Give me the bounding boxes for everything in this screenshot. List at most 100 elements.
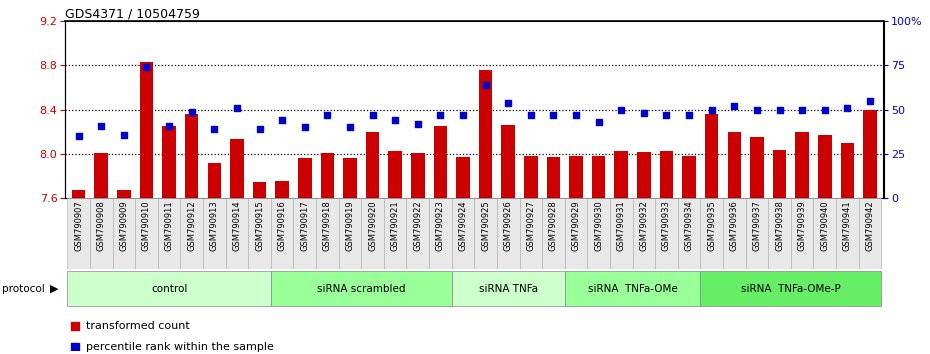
Bar: [795, 132, 809, 198]
FancyBboxPatch shape: [474, 198, 497, 269]
Bar: [751, 137, 764, 198]
Bar: [818, 135, 831, 198]
FancyBboxPatch shape: [497, 198, 520, 269]
Point: [568, 112, 583, 118]
Text: GSM790927: GSM790927: [526, 200, 536, 251]
FancyBboxPatch shape: [678, 198, 700, 269]
Text: GSM790910: GSM790910: [142, 200, 151, 251]
Bar: [637, 152, 651, 198]
Point: [546, 112, 561, 118]
FancyBboxPatch shape: [158, 198, 180, 269]
Point: [230, 105, 245, 111]
Bar: [457, 157, 470, 198]
FancyBboxPatch shape: [790, 198, 814, 269]
Text: siRNA  TNFa-OMe-P: siRNA TNFa-OMe-P: [741, 284, 841, 293]
Text: GSM790930: GSM790930: [594, 200, 604, 251]
FancyBboxPatch shape: [542, 198, 565, 269]
Text: protocol: protocol: [2, 284, 45, 293]
Text: GSM790920: GSM790920: [368, 200, 377, 251]
Text: GSM790941: GSM790941: [843, 200, 852, 251]
Point: [116, 132, 131, 137]
FancyBboxPatch shape: [814, 198, 836, 269]
FancyBboxPatch shape: [565, 198, 588, 269]
Point: [636, 110, 651, 116]
Point: [727, 103, 742, 109]
Text: GSM790923: GSM790923: [436, 200, 445, 251]
FancyBboxPatch shape: [271, 198, 294, 269]
Bar: [275, 181, 289, 198]
Text: GSM790916: GSM790916: [278, 200, 286, 251]
Bar: [659, 151, 673, 198]
Bar: [230, 138, 244, 198]
Point: [410, 121, 425, 127]
Point: [614, 107, 629, 113]
FancyBboxPatch shape: [180, 198, 203, 269]
Point: [772, 107, 787, 113]
Bar: [365, 132, 379, 198]
Bar: [501, 125, 515, 198]
Text: GSM790922: GSM790922: [413, 200, 422, 251]
FancyBboxPatch shape: [452, 198, 474, 269]
FancyBboxPatch shape: [90, 198, 113, 269]
Bar: [773, 150, 786, 198]
Text: siRNA  TNFa-OMe: siRNA TNFa-OMe: [588, 284, 677, 293]
FancyBboxPatch shape: [768, 198, 790, 269]
Point: [252, 126, 267, 132]
Bar: [95, 153, 108, 198]
Text: siRNA TNFa: siRNA TNFa: [479, 284, 538, 293]
Bar: [863, 110, 877, 198]
FancyBboxPatch shape: [67, 271, 271, 306]
Bar: [207, 163, 221, 198]
FancyBboxPatch shape: [723, 198, 746, 269]
Text: GSM790935: GSM790935: [707, 200, 716, 251]
FancyBboxPatch shape: [610, 198, 632, 269]
Text: GSM790929: GSM790929: [572, 200, 580, 251]
Text: GDS4371 / 10504759: GDS4371 / 10504759: [65, 7, 200, 20]
Text: GSM790938: GSM790938: [775, 200, 784, 251]
FancyBboxPatch shape: [316, 198, 339, 269]
FancyBboxPatch shape: [632, 198, 655, 269]
Text: GSM790908: GSM790908: [97, 200, 106, 251]
FancyBboxPatch shape: [700, 198, 723, 269]
FancyBboxPatch shape: [520, 198, 542, 269]
Bar: [298, 158, 312, 198]
Bar: [140, 62, 153, 198]
Point: [817, 107, 832, 113]
Text: GSM790921: GSM790921: [391, 200, 400, 251]
Point: [456, 112, 471, 118]
FancyBboxPatch shape: [248, 198, 271, 269]
Text: GSM790913: GSM790913: [210, 200, 219, 251]
Text: GSM790912: GSM790912: [187, 200, 196, 251]
Text: GSM790933: GSM790933: [662, 200, 671, 251]
Text: GSM790942: GSM790942: [866, 200, 874, 251]
Bar: [547, 157, 560, 198]
Point: [591, 119, 606, 125]
Point: [433, 112, 448, 118]
Text: ▶: ▶: [50, 284, 59, 293]
Bar: [185, 114, 198, 198]
Bar: [389, 151, 402, 198]
Text: GSM790919: GSM790919: [345, 200, 354, 251]
Bar: [411, 153, 425, 198]
Text: GSM790924: GSM790924: [458, 200, 468, 251]
Point: [140, 64, 154, 70]
FancyBboxPatch shape: [655, 198, 678, 269]
Point: [862, 98, 877, 104]
Bar: [569, 156, 583, 198]
Point: [72, 133, 86, 139]
Point: [342, 125, 357, 130]
FancyBboxPatch shape: [339, 198, 361, 269]
FancyBboxPatch shape: [271, 271, 452, 306]
FancyBboxPatch shape: [203, 198, 226, 269]
Point: [500, 100, 515, 105]
FancyBboxPatch shape: [384, 198, 406, 269]
Text: GSM790925: GSM790925: [481, 200, 490, 251]
Text: GSM790931: GSM790931: [617, 200, 626, 251]
Point: [320, 112, 335, 118]
FancyBboxPatch shape: [836, 198, 858, 269]
Point: [298, 125, 312, 130]
Bar: [615, 151, 628, 198]
FancyBboxPatch shape: [67, 198, 90, 269]
Point: [94, 123, 109, 129]
Point: [524, 112, 538, 118]
